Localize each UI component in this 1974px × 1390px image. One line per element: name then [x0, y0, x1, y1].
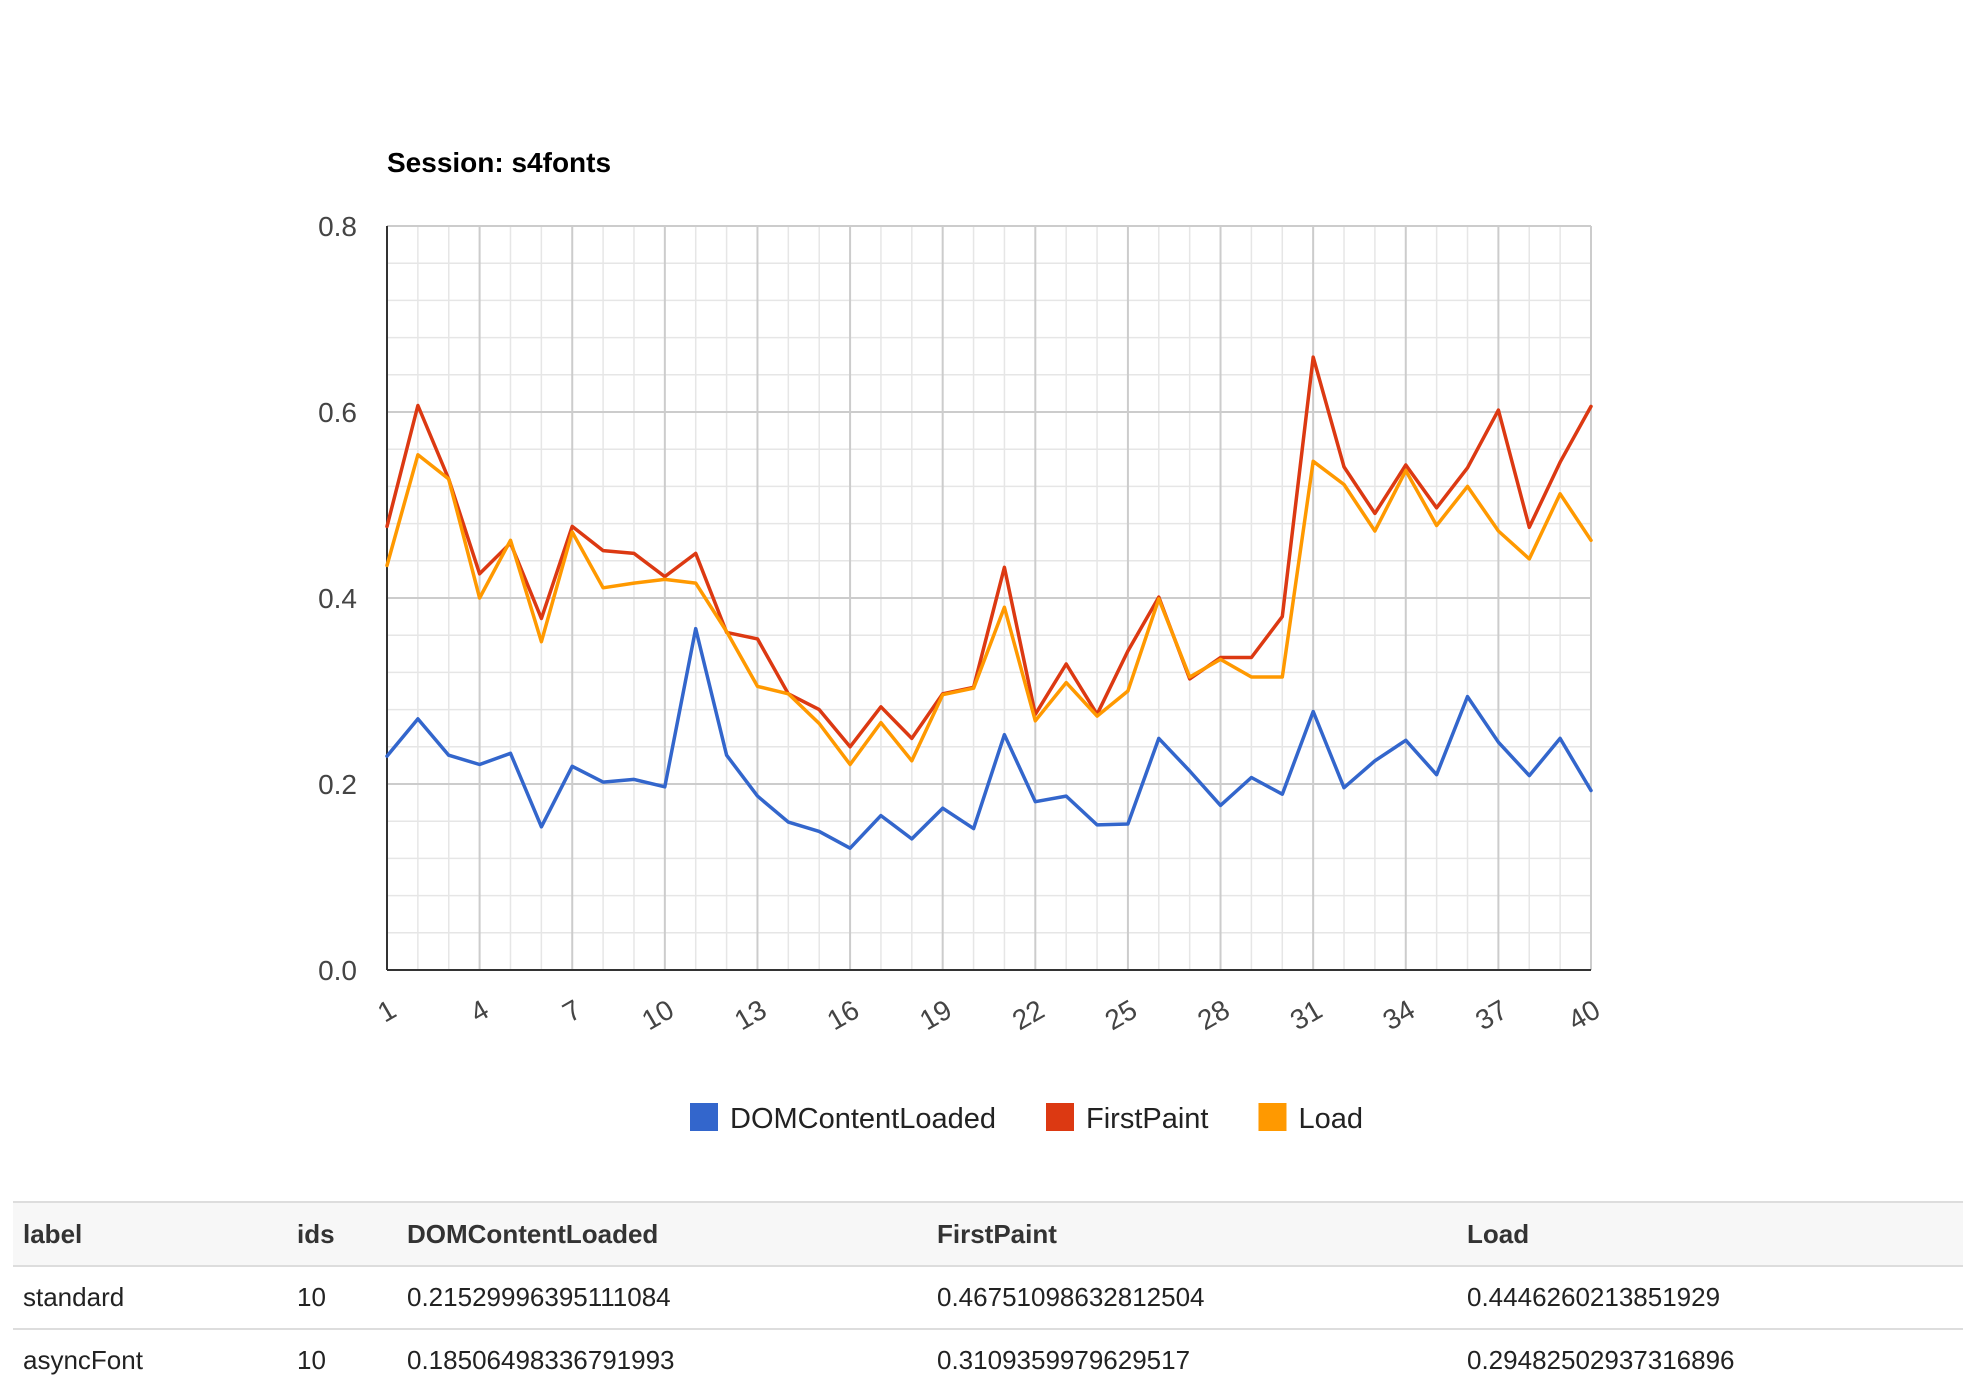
grid	[386, 225, 1592, 971]
y-tick-label: 0.4	[318, 583, 357, 614]
y-tick-label: 0.6	[318, 397, 357, 428]
cell-domcontentloaded: 0.21529996395111084	[397, 1266, 927, 1330]
table-row: standard 10 0.21529996395111084 0.467510…	[13, 1266, 1963, 1330]
cell-load: 0.29482502937316896	[1457, 1329, 1963, 1390]
cell-firstpaint: 0.46751098632812504	[927, 1266, 1457, 1330]
x-tick-label: 4	[465, 994, 494, 1029]
legend-label-firstpaint: FirstPaint	[1086, 1103, 1208, 1135]
legend-swatch-load	[1258, 1103, 1287, 1131]
x-tick-label: 34	[1377, 994, 1419, 1036]
summary-table: label ids DOMContentLoaded FirstPaint Lo…	[13, 1201, 1963, 1390]
legend-swatch-firstpaint	[1046, 1103, 1074, 1131]
column-header-label: label	[13, 1201, 287, 1267]
y-tick-label: 0.8	[318, 211, 357, 242]
chart-title: Session: s4fonts	[387, 147, 611, 178]
series-line-load	[385, 453, 1593, 767]
cell-load: 0.4446260213851929	[1457, 1266, 1963, 1330]
x-tick-label: 19	[914, 994, 956, 1036]
cell-firstpaint: 0.3109359979629517	[927, 1329, 1457, 1390]
cell-ids: 10	[287, 1266, 397, 1330]
column-header-firstpaint: FirstPaint	[927, 1201, 1457, 1267]
x-tick-label: 40	[1563, 994, 1605, 1036]
table-header-row: label ids DOMContentLoaded FirstPaint Lo…	[13, 1201, 1963, 1267]
series-line-domcontentloaded	[385, 626, 1593, 850]
legend-swatch-domcontentloaded	[690, 1103, 718, 1131]
x-tick-label: 16	[822, 994, 864, 1036]
column-header-ids: ids	[287, 1201, 397, 1267]
legend: DOMContentLoaded FirstPaint Load	[690, 1103, 1363, 1135]
line-chart: Session: s4fonts 0.0 0.2 0.4 0.6 0.8 1 4 7 10 13 1…	[318, 147, 1605, 1135]
series-lines	[385, 355, 1593, 850]
series-line-firstpaint	[385, 355, 1593, 749]
x-tick-label: 10	[637, 994, 679, 1036]
axes	[386, 226, 1591, 971]
column-header-domcontentloaded: DOMContentLoaded	[397, 1201, 927, 1267]
x-tick-label: 1	[372, 994, 401, 1029]
cell-label: standard	[13, 1266, 287, 1330]
column-header-load: Load	[1457, 1201, 1963, 1267]
x-tick-label: 13	[729, 994, 771, 1036]
x-tick-label: 37	[1470, 994, 1512, 1036]
cell-label: asyncFont	[13, 1329, 287, 1390]
table-row: asyncFont 10 0.18506498336791993 0.31093…	[13, 1329, 1963, 1390]
cell-ids: 10	[287, 1329, 397, 1390]
x-tick-label: 22	[1007, 994, 1049, 1036]
x-tick-label: 31	[1285, 994, 1327, 1036]
legend-label-load: Load	[1298, 1103, 1363, 1135]
legend-label-domcontentloaded: DOMContentLoaded	[730, 1103, 996, 1135]
y-tick-label: 0.2	[318, 769, 357, 800]
y-tick-label: 0.0	[318, 955, 357, 986]
cell-domcontentloaded: 0.18506498336791993	[397, 1329, 927, 1390]
x-tick-label: 7	[557, 994, 586, 1029]
x-tick-label: 25	[1100, 994, 1142, 1036]
x-tick-label: 28	[1192, 994, 1234, 1036]
